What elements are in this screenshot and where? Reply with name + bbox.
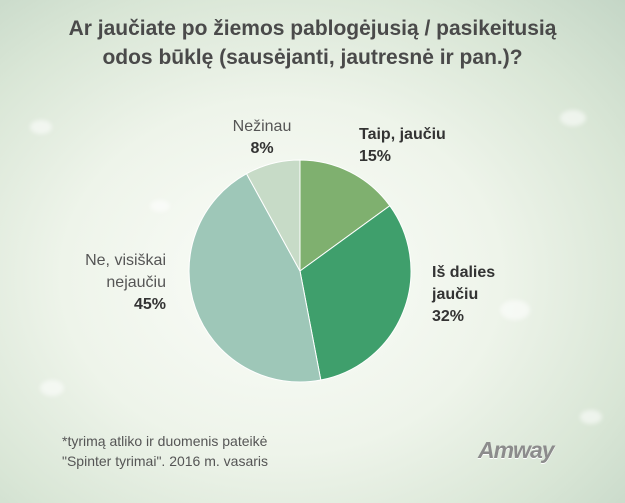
slice-taip [299,159,391,272]
slice-is-dalies [299,205,412,381]
slice-label-is-dalies: Iš dalies jaučiu 32% [432,262,495,328]
page-title: Ar jaučiate po žiemos pablogėjusią / pas… [0,14,625,72]
background-bokeh [150,200,170,212]
slice-label-taip: Taip, jaučiu 15% [359,124,446,168]
title-line-1: Ar jaučiate po žiemos pablogėjusią / pas… [68,17,557,40]
footnote-line-2: "Spinter tyrimai". 2016 m. vasaris [62,453,269,469]
slice-label-ne: Ne, visiškai nejaučiu 45% [76,250,166,316]
slice-label-nezinau: Nežinau 8% [222,116,302,160]
slice-label-name-2: jaučiu [432,286,479,303]
footnote-line-1: *tyrimą atliko ir duomenis pateikė [62,433,268,449]
slice-ne [188,173,322,383]
slice-label-value: 15% [359,148,392,165]
background-bokeh [40,380,64,396]
slice-label-value: 45% [133,296,166,313]
background-bokeh [580,410,602,424]
background-bokeh [30,120,52,134]
background-bokeh [560,110,586,126]
slice-label-name-2: nejaučiu [106,274,166,291]
slice-nezinau [245,159,301,272]
background-bokeh [500,300,530,320]
slice-label-name: Nežinau [232,118,292,135]
slice-label-value: 8% [250,140,274,157]
title-line-2: odos būklę (sausėjanti, jautresnė ir pan… [102,46,523,69]
footnote: *tyrimą atliko ir duomenis pateikė "Spin… [62,431,268,471]
slice-label-name: Iš dalies [432,264,496,281]
slice-label-name: Ne, visiškai [85,252,166,269]
slice-label-name: Taip, jaučiu [359,126,446,143]
slice-label-value: 32% [432,308,465,325]
amway-logo: Amway [478,437,555,463]
